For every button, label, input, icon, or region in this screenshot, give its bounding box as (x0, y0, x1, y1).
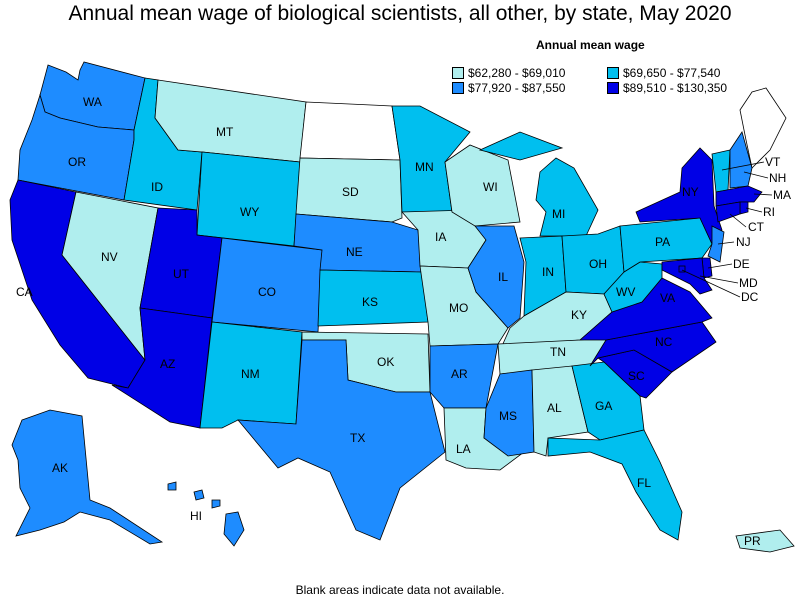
label-NH: NH (769, 171, 786, 185)
label-TN: TN (550, 345, 566, 359)
leader-lines (681, 161, 773, 298)
label-SC: SC (628, 369, 645, 383)
leader-line-DE (707, 263, 733, 269)
label-UT: UT (173, 267, 190, 281)
legend-item: $89,510 - $130,350 (607, 81, 727, 95)
label-IA: IA (435, 230, 446, 244)
label-GA: GA (595, 399, 612, 413)
legend-swatch (607, 67, 619, 79)
label-NY: NY (682, 185, 699, 199)
label-NJ: NJ (736, 235, 751, 249)
leader-line-MD (699, 275, 739, 284)
label-ID: ID (151, 180, 163, 194)
legend-title: Annual mean wage (536, 38, 645, 52)
state-SD[interactable] (295, 157, 403, 223)
legend-label: $89,510 - $130,350 (623, 81, 728, 95)
legend-label: $62,280 - $69,010 (468, 66, 566, 80)
state-HI[interactable] (167, 481, 245, 547)
label-AR: AR (451, 367, 468, 381)
leader-line-CT (729, 213, 747, 228)
state-MD[interactable] (661, 257, 713, 295)
label-LA: LA (456, 442, 471, 456)
legend-item: $77,920 - $87,550 (452, 81, 565, 95)
legend-label: $77,920 - $87,550 (468, 81, 566, 95)
label-IL: IL (498, 270, 508, 284)
leader-line-MA (753, 193, 773, 196)
state-DC[interactable] (678, 265, 686, 273)
label-TX: TX (350, 431, 365, 445)
state-MT[interactable] (154, 79, 307, 163)
state-IL[interactable] (467, 225, 525, 329)
label-WY: WY (240, 205, 259, 219)
state-NJ[interactable] (707, 225, 725, 263)
label-DC: DC (741, 290, 759, 304)
footnote: Blank areas indicate data not available. (295, 583, 505, 597)
state-WY[interactable] (196, 151, 301, 247)
label-NM: NM (241, 367, 260, 381)
label-MN: MN (415, 160, 434, 174)
label-AK: AK (52, 461, 68, 475)
label-KY: KY (571, 308, 587, 322)
label-PR: PR (744, 534, 761, 548)
label-AL: AL (547, 401, 562, 415)
label-WV: WV (616, 285, 635, 299)
label-WA: WA (83, 95, 102, 109)
legend-swatch (452, 82, 464, 94)
label-MD: MD (739, 276, 758, 290)
label-CO: CO (258, 285, 276, 299)
label-OH: OH (589, 257, 607, 271)
label-VT: VT (765, 155, 781, 169)
label-SD: SD (342, 185, 359, 199)
state-ND[interactable] (299, 101, 401, 161)
state-PR[interactable] (735, 529, 795, 553)
label-HI: HI (190, 509, 202, 523)
legend-item: $69,650 - $77,540 (607, 66, 720, 80)
state-labels: WA OR CA NV ID MT WY UT AZ CO NM SD NE K… (16, 95, 791, 548)
label-FL: FL (637, 476, 651, 490)
state-WI[interactable] (444, 144, 521, 227)
label-VA: VA (660, 291, 675, 305)
leader-line-RI (745, 207, 763, 213)
state-ME[interactable] (739, 87, 787, 169)
label-MO: MO (449, 301, 468, 315)
label-MT: MT (216, 125, 234, 139)
leader-line-VT (721, 161, 765, 171)
label-AZ: AZ (160, 357, 175, 371)
leader-line-NH (743, 171, 769, 179)
state-FL[interactable] (547, 429, 683, 541)
state-VT[interactable] (711, 149, 731, 193)
label-KS: KS (362, 295, 378, 309)
label-IN: IN (542, 265, 554, 279)
label-MS: MS (499, 409, 517, 423)
label-DE: DE (733, 257, 750, 271)
label-MA: MA (773, 188, 791, 202)
state-TX[interactable] (237, 339, 446, 541)
legend-label: $69,650 - $77,540 (623, 66, 721, 80)
state-NH[interactable] (729, 131, 753, 189)
label-MI: MI (552, 207, 565, 221)
label-NE: NE (346, 245, 363, 259)
label-NC: NC (655, 335, 673, 349)
map-title: Annual mean wage of biological scientist… (68, 2, 732, 25)
label-CA: CA (16, 285, 33, 299)
legend: Annual mean wage $62,280 - $69,010 $69,6… (452, 38, 792, 98)
leader-line-NJ (717, 241, 735, 245)
label-NV: NV (101, 250, 118, 264)
leader-line-DC (681, 269, 741, 298)
label-PA: PA (655, 235, 670, 249)
label-OR: OR (68, 155, 86, 169)
legend-swatch (452, 67, 464, 79)
state-AK[interactable] (11, 409, 164, 545)
label-OK: OK (377, 355, 394, 369)
label-RI: RI (763, 205, 775, 219)
legend-item: $62,280 - $69,010 (452, 66, 565, 80)
state-NY[interactable] (635, 147, 723, 245)
state-CT[interactable] (715, 201, 741, 223)
label-CT: CT (748, 220, 765, 234)
label-WI: WI (483, 180, 498, 194)
legend-swatch (607, 82, 619, 94)
